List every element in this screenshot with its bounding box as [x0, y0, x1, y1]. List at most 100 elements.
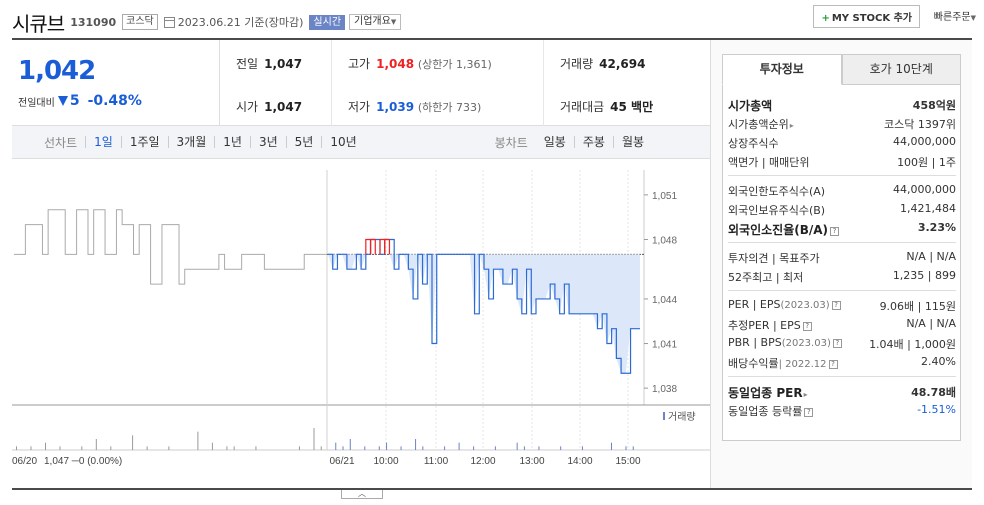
stat-label: 저가 [348, 100, 371, 114]
info-key-wrap: 동일업종 등락률? [728, 403, 814, 419]
stock-header: 시큐브 131090 코스닥 2023.06.21 기준(장마감) 실시간 기업… [12, 6, 972, 38]
prev-day-line [14, 209, 327, 285]
stat-prev-close: 전일 1,047 [236, 55, 302, 72]
stats-col-3: 거래량 42,694 거래대금 45 백만 [544, 40, 710, 126]
date-value: 2023.06.21 [177, 16, 241, 29]
tab-weekly[interactable]: 주봉 [573, 136, 613, 148]
volume-bar [45, 442, 47, 450]
info-key-wrap: 배당수익률| 2022.12? [728, 355, 838, 371]
info-value: 9.06배 | 115원 [879, 300, 956, 313]
tab-monthly[interactable]: 월봉 [612, 136, 652, 148]
stat-label: 고가 [348, 57, 371, 71]
volume-bar [473, 446, 475, 450]
tab-1y[interactable]: 1년 [214, 136, 250, 148]
volume-legend-swatch [663, 412, 665, 420]
info-key-wrap: 액면가 | 매매단위 [728, 154, 810, 170]
volume-bar [320, 446, 322, 450]
volume-bar [59, 446, 61, 450]
company-overview-label: 기업개요 [354, 16, 391, 27]
info-row: 상장주식수 44,000,000 [728, 135, 956, 151]
stat-value: 1,048 [376, 57, 415, 71]
company-overview-button[interactable]: 기업개요▼ [349, 14, 402, 30]
chevron-down-icon: ▼ [390, 18, 397, 26]
tab-3m[interactable]: 3개월 [167, 136, 215, 148]
tab-3y[interactable]: 3년 [249, 136, 286, 148]
stat-open: 시가 1,047 [236, 98, 302, 115]
volume-bar [560, 446, 562, 450]
info-key-wrap: 외국인한도주식수(A) [728, 183, 825, 199]
tab-invest-info[interactable]: 투자정보 [722, 54, 842, 85]
quick-order-button[interactable]: 빠른주문▼ [934, 8, 976, 23]
info-key: 동일업종 등락률 [728, 405, 803, 418]
help-icon[interactable]: ? [830, 227, 840, 236]
info-key-wrap: 시가총액순위▸ [728, 116, 794, 132]
info-key: 투자의견 | 목표주가 [728, 252, 820, 265]
stat-label: 전일 [236, 57, 259, 71]
realtime-button[interactable]: 실시간 [309, 14, 346, 30]
x-tick-label: 11:00 [424, 456, 449, 467]
info-key-wrap: PBR | BPS(2023.03)? [728, 336, 842, 352]
info-row: 52주최고 | 최저 1,235 | 899 [728, 269, 956, 285]
info-row: PER | EPS(2023.03)? 9.06배 | 115원 [728, 298, 956, 314]
tab-1d[interactable]: 1일 [85, 136, 121, 148]
volume-bar [415, 439, 417, 450]
info-key: 추정PER | EPS [728, 319, 801, 332]
help-icon[interactable]: ? [804, 408, 814, 417]
y-tick-label: 1,038 [652, 384, 677, 395]
tab-1w[interactable]: 1주일 [120, 136, 168, 148]
change-value: 5 [69, 93, 80, 109]
x-tick-label: 14:00 [567, 456, 592, 467]
info-value: 3.23% [917, 221, 956, 234]
volume-bar [211, 442, 213, 450]
current-price: 1,042 [18, 56, 96, 86]
chart-period-tabs: 선차트 1일 1주일 3개월 1년 3년 5년 10년 봉차트 일봉 주봉 월봉 [12, 126, 710, 159]
calendar-icon [163, 16, 175, 28]
volume-bar [313, 428, 315, 450]
price-summary: 1,042 전일대비 5 -0.48% [12, 40, 220, 126]
volume-bar [168, 446, 170, 450]
stat-sub: (상한가 1,361) [417, 58, 492, 71]
volume-bar [197, 431, 199, 450]
x-tick-label: 13:00 [519, 456, 544, 467]
info-value: N/A | N/A [906, 317, 956, 330]
tab-5y[interactable]: 5년 [285, 136, 322, 148]
info-row[interactable]: 동일업종 PER▸ 48.78배 [728, 384, 956, 401]
change-label: 전일대비 [18, 97, 55, 109]
info-key: 액면가 | 매매단위 [728, 156, 810, 169]
volume-bar [16, 446, 17, 450]
mystock-add-button[interactable]: + MY STOCK 추가 [813, 5, 920, 28]
info-value: -1.51% [917, 403, 956, 416]
y-tick-label: 1,044 [652, 295, 677, 306]
info-row: PBR | BPS(2023.03)? 1.04배 | 1,000원 [728, 336, 956, 352]
stat-sub: (하한가 733) [417, 101, 482, 114]
stat-high: 고가 1,048 (상한가 1,361) [348, 55, 492, 72]
info-key-wrap: 상장주식수 [728, 135, 779, 151]
volume-bar [132, 435, 134, 450]
info-divider [728, 290, 956, 291]
market-badge: 코스닥 [122, 14, 158, 30]
volume-bar [538, 446, 540, 450]
x-tick-label: 06/20 [12, 456, 37, 467]
info-row: 추정PER | EPS? N/A | N/A [728, 317, 956, 333]
stat-value: 42,694 [599, 57, 646, 71]
quick-order-label: 빠른주문 [933, 12, 971, 23]
above-close-segment [365, 238, 372, 255]
info-value: 1,421,484 [900, 202, 956, 215]
tab-10y[interactable]: 10년 [321, 136, 364, 148]
date-suffix: 기준(장마감) [244, 16, 304, 29]
help-icon[interactable]: ? [831, 301, 841, 310]
help-icon[interactable]: ? [828, 360, 838, 369]
intraday-chart[interactable]: 1,051 1,048 1,044 1,041 1,038 거래량 06/20 06/21 10… [12, 160, 710, 488]
tab-orderbook-10[interactable]: 호가 10단계 [841, 54, 961, 85]
tab-daily[interactable]: 일봉 [543, 135, 566, 149]
help-icon[interactable]: ? [832, 339, 842, 348]
info-value: 48.78배 [911, 386, 956, 399]
volume-bar [378, 446, 380, 450]
info-row[interactable]: 시가총액순위▸ 코스닥 1397위 [728, 116, 956, 132]
help-icon[interactable]: ? [802, 322, 812, 331]
info-key: 상장주식수 [728, 137, 779, 150]
prev-day-summary: 1,047 ─0 (0.00%) [44, 456, 122, 467]
volume-bar [444, 446, 446, 450]
volume-bar [226, 446, 228, 450]
info-key: 52주최고 | 최저 [728, 271, 804, 284]
